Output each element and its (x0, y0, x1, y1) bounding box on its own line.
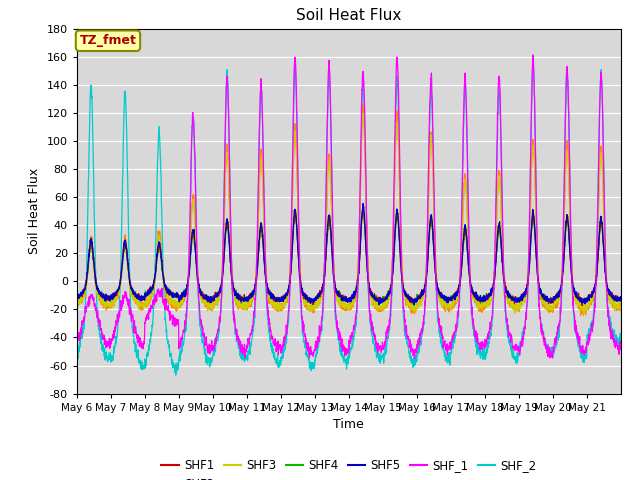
SHF5 (244, 295, 252, 301)
SHF1 (543, 297, 551, 303)
SHF5 (410, 302, 417, 308)
Text: TZ_fmet: TZ_fmet (79, 34, 136, 47)
SHF3 (617, 305, 625, 311)
SHF4 (411, 302, 419, 308)
SHF_1 (610, 336, 618, 342)
SHF1 (381, 296, 389, 302)
SHF3 (127, 288, 135, 294)
SHF_1 (127, 309, 135, 314)
SHF3 (244, 301, 252, 307)
SHF4 (610, 297, 618, 302)
SHF2 (577, 312, 584, 318)
Line: SHF5: SHF5 (77, 204, 621, 305)
Line: SHF_2: SHF_2 (77, 62, 621, 375)
SHF_2 (245, 350, 253, 356)
SHF1 (359, 204, 367, 209)
SHF_1 (529, 52, 537, 58)
SHF2 (73, 304, 81, 310)
Line: SHF1: SHF1 (77, 206, 621, 305)
SHF5 (617, 294, 625, 300)
SHF5 (381, 297, 389, 302)
SHF3 (73, 298, 81, 303)
SHF1 (617, 298, 625, 304)
SHF2 (617, 302, 625, 308)
SHF_2 (610, 331, 618, 337)
SHF5 (359, 201, 367, 206)
SHF2 (127, 288, 135, 293)
SHF3 (360, 109, 367, 115)
SHF_1 (544, 350, 552, 356)
Line: SHF_1: SHF_1 (77, 55, 621, 359)
SHF5 (513, 296, 521, 302)
SHF1 (578, 302, 586, 308)
SHF_1 (513, 343, 520, 348)
Legend: SHF1, SHF2, SHF3, SHF4, SHF5, SHF_1, SHF_2: SHF1, SHF2, SHF3, SHF4, SHF5, SHF_1, SHF… (157, 454, 541, 480)
SHF2 (244, 299, 252, 305)
Y-axis label: Soil Heat Flux: Soil Heat Flux (28, 168, 41, 254)
SHF3 (511, 311, 519, 316)
SHF1 (610, 293, 618, 299)
SHF2 (381, 305, 389, 311)
SHF_2 (513, 355, 520, 361)
SHF4 (73, 295, 81, 300)
SHF_2 (381, 351, 389, 357)
SHF4 (381, 296, 389, 301)
X-axis label: Time: Time (333, 418, 364, 431)
SHF4 (544, 298, 552, 303)
SHF_2 (127, 314, 135, 320)
SHF4 (617, 296, 625, 302)
SHF_1 (73, 338, 81, 344)
SHF2 (513, 307, 520, 312)
SHF1 (127, 285, 135, 290)
SHF5 (544, 297, 552, 303)
SHF1 (73, 294, 81, 300)
SHF3 (544, 303, 552, 309)
SHF_1 (617, 339, 625, 345)
SHF4 (359, 208, 367, 214)
SHF_1 (244, 339, 252, 345)
SHF5 (610, 293, 618, 299)
SHF2 (543, 304, 551, 310)
SHF2 (610, 298, 618, 303)
Title: Soil Heat Flux: Soil Heat Flux (296, 9, 401, 24)
Line: SHF3: SHF3 (77, 112, 621, 313)
SHF5 (73, 292, 81, 298)
SHF3 (513, 301, 521, 307)
SHF4 (513, 296, 521, 302)
SHF4 (244, 293, 252, 299)
Line: SHF4: SHF4 (77, 211, 621, 305)
SHF1 (513, 299, 520, 305)
SHF4 (127, 285, 135, 290)
SHF3 (381, 305, 389, 311)
SHF_1 (411, 356, 419, 361)
SHF_2 (617, 335, 625, 340)
SHF_2 (172, 372, 180, 378)
SHF_2 (544, 344, 552, 350)
SHF1 (244, 295, 252, 301)
Line: SHF2: SHF2 (77, 105, 621, 315)
SHF5 (127, 286, 135, 291)
SHF_2 (73, 356, 81, 361)
SHF_1 (381, 343, 389, 348)
SHF2 (359, 102, 367, 108)
SHF3 (610, 300, 618, 306)
SHF_2 (529, 59, 537, 65)
